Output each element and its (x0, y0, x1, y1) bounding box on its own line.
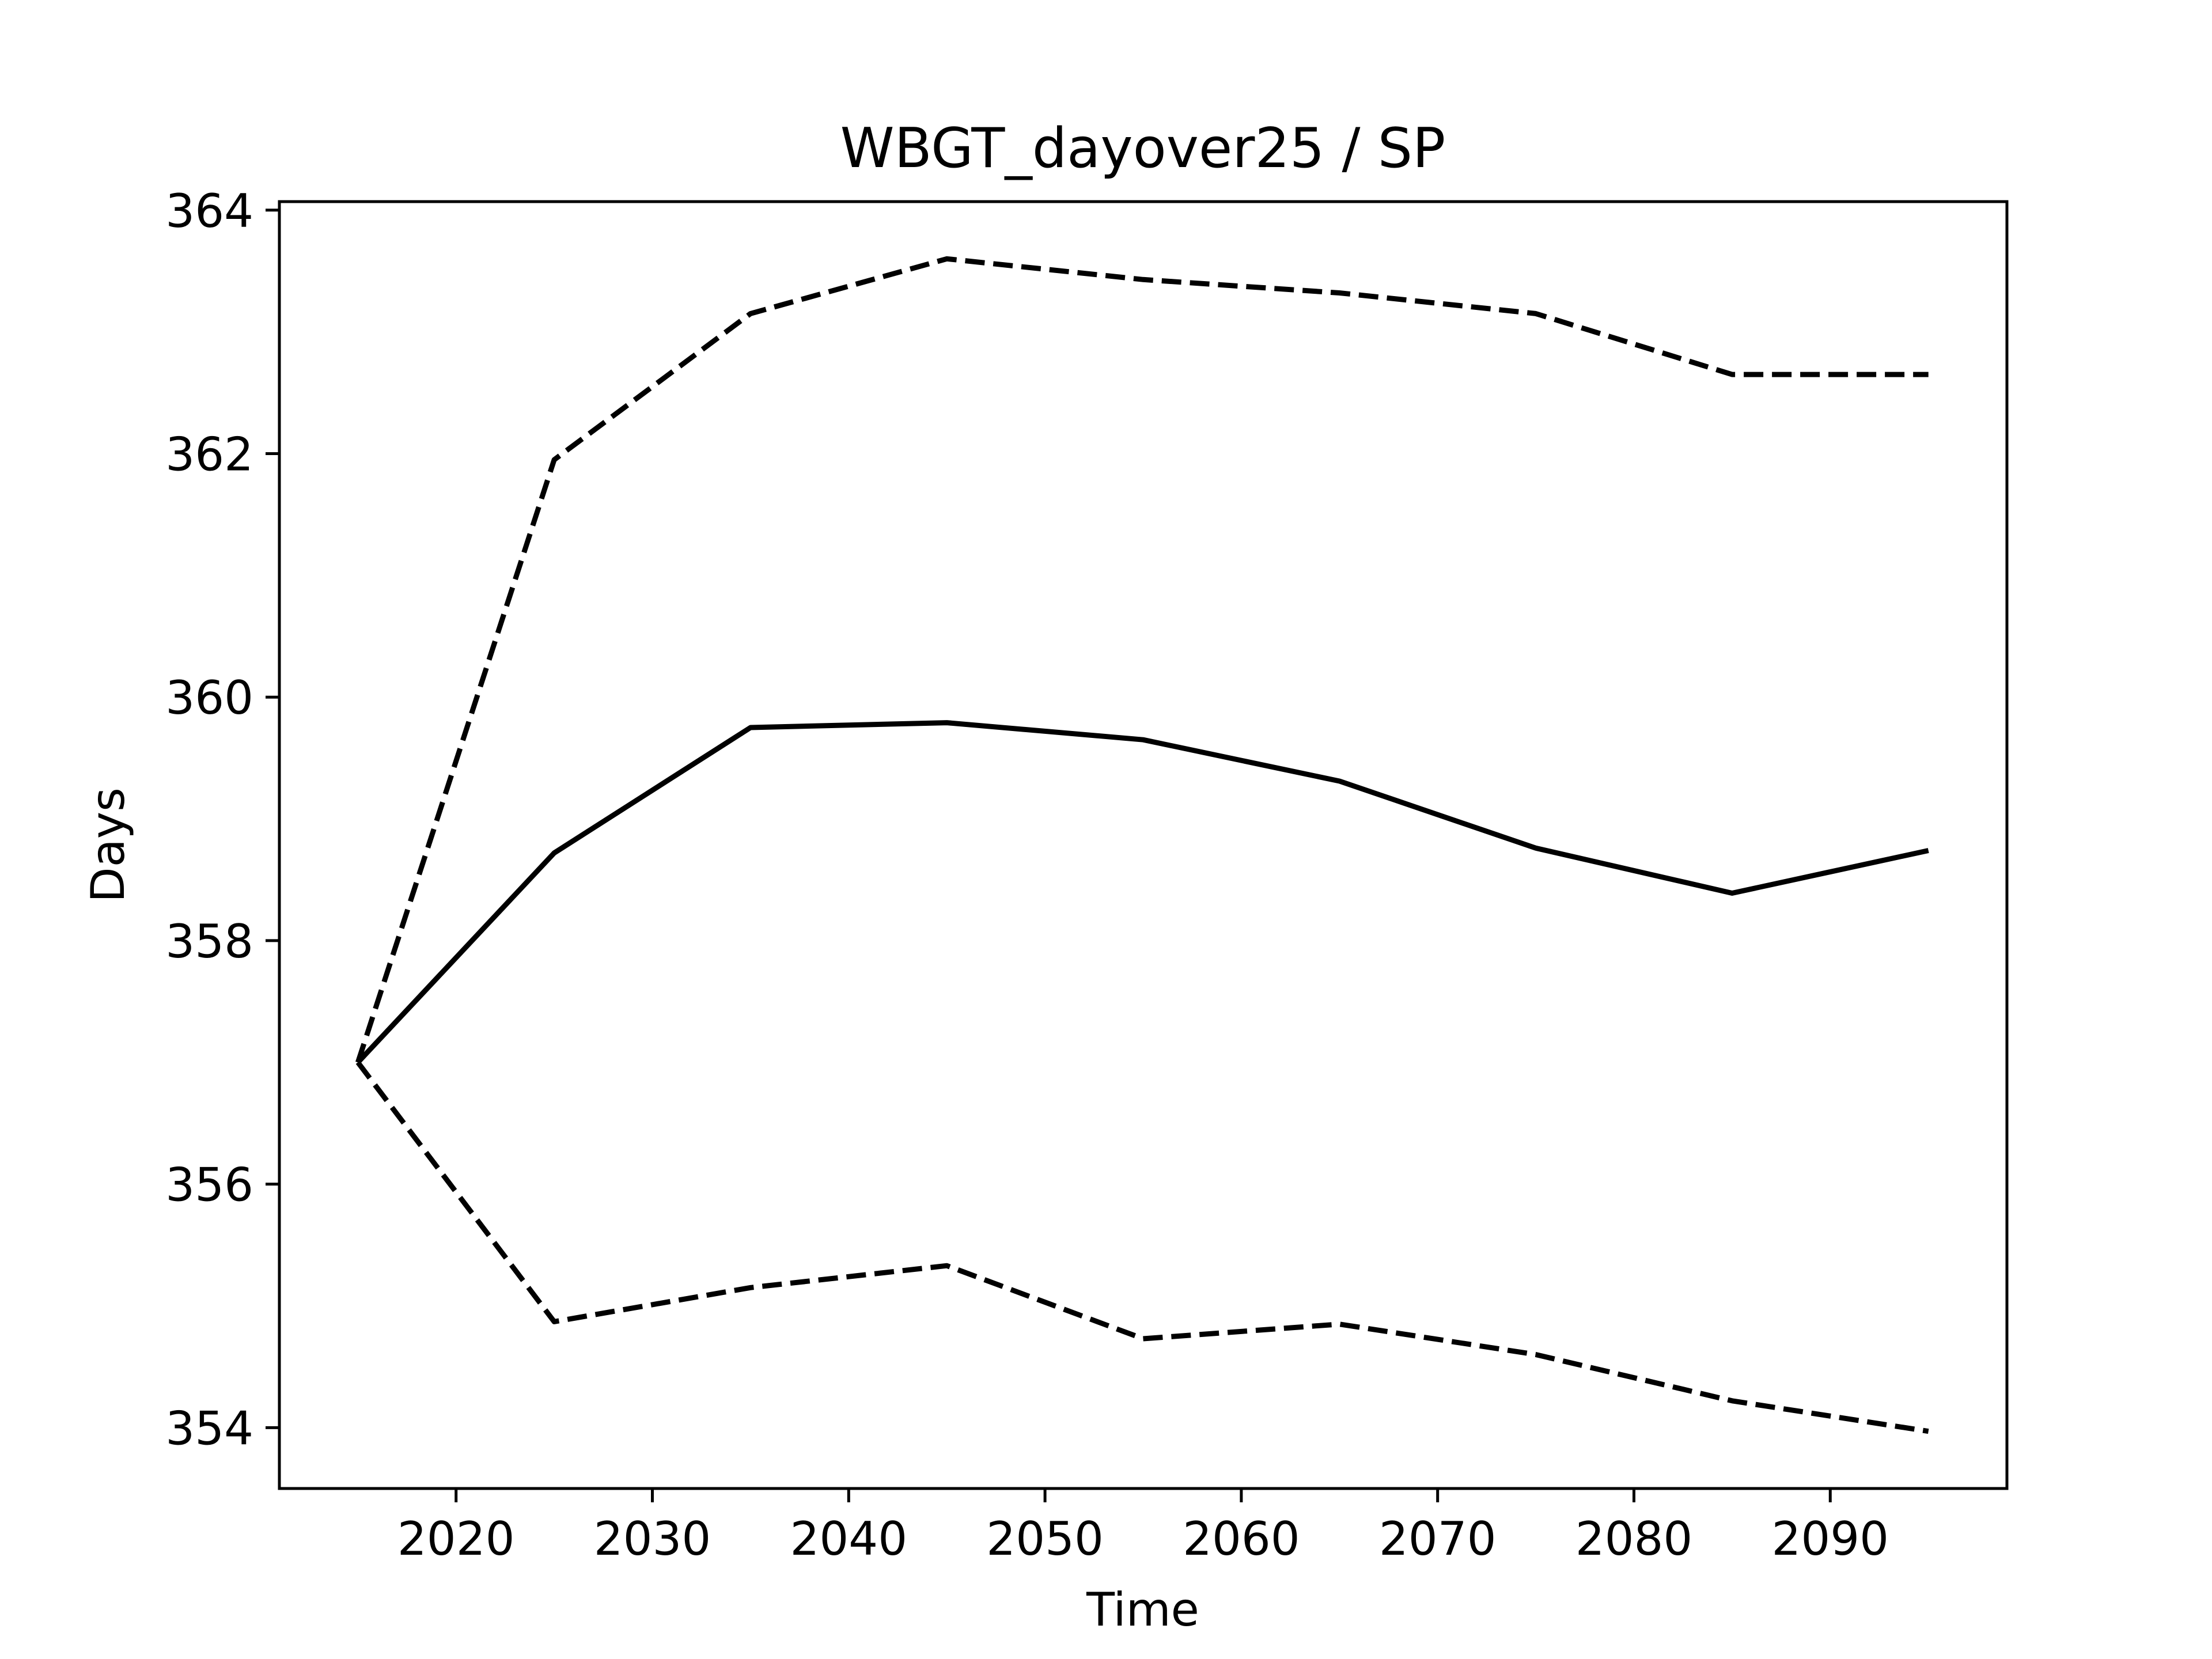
y-tick-label: 356 (165, 1158, 253, 1212)
x-tick-label: 2070 (1379, 1512, 1497, 1566)
x-tick-label: 2030 (594, 1512, 711, 1566)
y-tick-label: 364 (165, 184, 253, 238)
series-line-lower-bound (355, 1060, 1929, 1434)
x-tick-label: 2090 (1771, 1512, 1889, 1566)
y-tick-label: 354 (165, 1402, 253, 1455)
chart-title: WBGT_dayover25 / SP (840, 117, 1446, 180)
x-tick-label: 2040 (790, 1512, 908, 1566)
plot-area-frame (278, 200, 2009, 1490)
x-tick-label: 2020 (397, 1512, 515, 1566)
series-layer (355, 256, 1929, 1434)
x-tick-label: 2060 (1183, 1512, 1300, 1566)
series-line-mean (356, 720, 1929, 1065)
x-axis-label: Time (1086, 1583, 1199, 1637)
y-tick-label: 358 (165, 915, 253, 968)
x-tick-label: 2080 (1575, 1512, 1693, 1566)
series-line-upper-bound (355, 256, 1929, 1063)
x-tick-label: 2050 (986, 1512, 1104, 1566)
y-tick-label: 362 (165, 428, 253, 482)
axis-ticks: 2020 2030 2040 2050 2060 2070 2080 2090 354 356 35… (165, 184, 1889, 1566)
y-axis-label: Days (81, 787, 135, 903)
y-tick-label: 360 (165, 671, 253, 725)
